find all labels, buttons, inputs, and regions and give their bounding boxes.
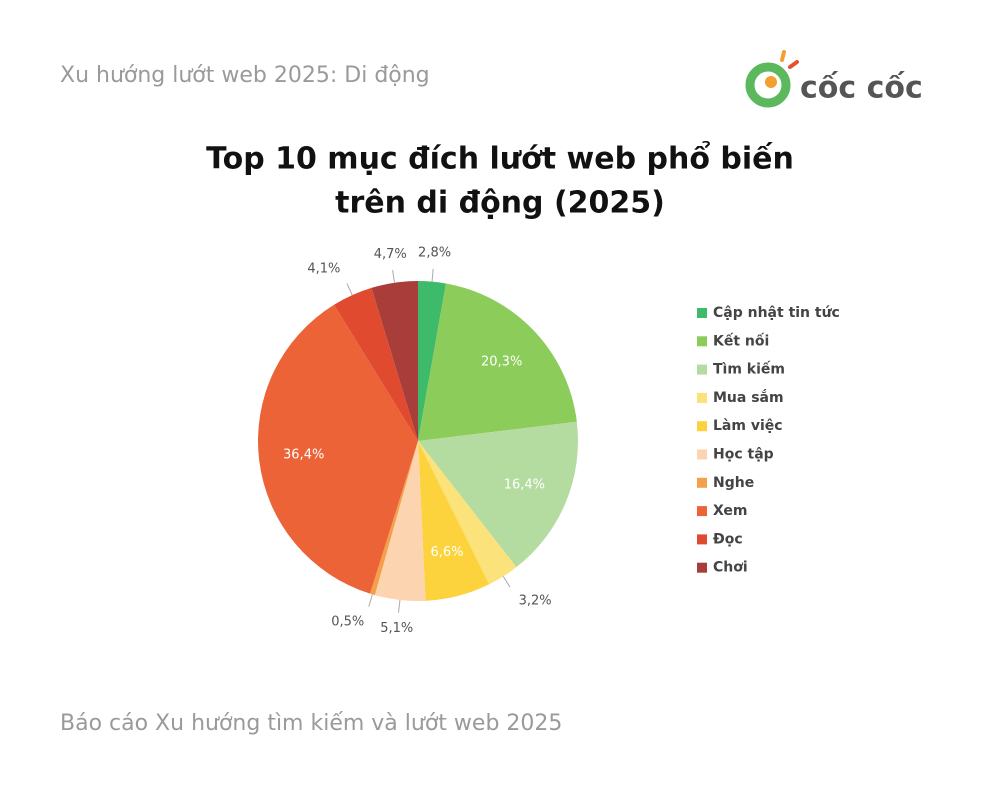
legend-swatch	[697, 392, 707, 403]
legend-label: Học tập	[713, 447, 774, 463]
pie-slice	[334, 287, 418, 441]
leader-line	[392, 270, 395, 283]
value-label: 16,4%	[504, 478, 545, 493]
value-label: 3,2%	[519, 593, 552, 608]
leader-line	[502, 576, 511, 588]
legend-swatch	[697, 477, 707, 488]
chart-title: Top 10 mục đích lướt web phổ biến	[206, 141, 794, 177]
pie-slice	[370, 441, 418, 596]
pie-slice	[258, 304, 418, 594]
value-label: 36,4%	[283, 448, 324, 463]
value-label: 6,6%	[430, 545, 463, 560]
logo-icon	[745, 50, 799, 108]
value-label: 4,1%	[307, 261, 340, 276]
pie-slice	[418, 283, 577, 441]
pie: 2,8% 20,3% 16,4% 3,2% 6,6% 5,1% 0,5% 36,4% 4,1% 4…	[258, 245, 578, 636]
logo-text: cốc cốc	[800, 71, 923, 106]
legend-swatch	[697, 562, 707, 573]
legend-swatch	[697, 449, 707, 460]
pie-slice	[371, 281, 418, 441]
leader-line	[368, 594, 373, 607]
legend-swatch	[697, 534, 707, 545]
legend-label: Làm việc	[713, 418, 783, 434]
value-label: 4,7%	[374, 247, 407, 262]
leader-line	[346, 283, 353, 296]
legend-label: Chơi	[713, 560, 748, 576]
header-subtitle: Xu hướng lướt web 2025: Di động	[60, 63, 430, 88]
value-label: 0,5%	[331, 614, 364, 629]
pie-slice	[418, 281, 446, 441]
pie-slice	[418, 421, 578, 568]
legend-swatch	[697, 506, 707, 517]
pie-slice	[418, 441, 517, 585]
legend-label: Cập nhật tin tức	[713, 305, 840, 321]
legend-label: Xem	[713, 503, 748, 519]
leader-line	[431, 268, 434, 282]
legend-swatch	[697, 336, 707, 347]
pie-slice	[374, 441, 426, 601]
legend: Cập nhật tin tức Kết nối Tìm kiếm Mua sắm Là…	[697, 305, 840, 576]
footer: Báo cáo Xu hướng tìm kiếm và lướt web 20…	[60, 711, 562, 736]
leader-line	[398, 599, 401, 613]
legend-label: Đọc	[713, 531, 743, 547]
legend-label: Tìm kiếm	[713, 361, 785, 378]
legend-label: Nghe	[713, 475, 754, 491]
legend-swatch	[697, 364, 707, 375]
legend-swatch	[697, 308, 707, 318]
legend-label: Kết nối	[713, 332, 769, 349]
value-label: 2,8%	[418, 245, 451, 260]
legend-swatch	[697, 421, 707, 432]
value-label: 5,1%	[380, 621, 413, 636]
legend-label: Mua sắm	[713, 389, 784, 406]
chart-title: trên di động (2025)	[335, 186, 665, 221]
value-label: 20,3%	[481, 354, 522, 369]
pie-slice	[418, 441, 490, 601]
